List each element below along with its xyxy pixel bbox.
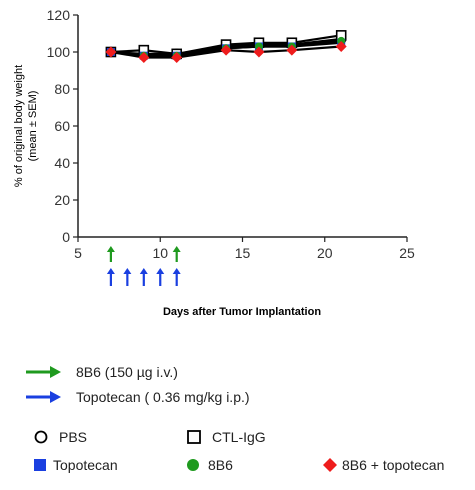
legend-arrow-topotecan: Topotecan ( 0.36 mg/kg i.p.)	[26, 389, 250, 405]
y-tick-label: 20	[54, 192, 70, 208]
legend-8b6: 8B6	[186, 457, 233, 473]
legend-combo-label: 8B6 + topotecan	[342, 457, 445, 473]
filled-square-icon	[34, 459, 46, 471]
data-point-8b6-topotecan	[220, 44, 232, 56]
legend-pbs-label: PBS	[59, 429, 88, 445]
dose-arrowhead-8b6	[106, 246, 115, 252]
x-tick-label: 15	[235, 245, 251, 261]
legend-pbs: PBS	[33, 429, 87, 445]
legend-ctl-igg-label: CTL-IgG	[212, 429, 266, 445]
y-axis-label-line2: (mean ± SEM)	[27, 91, 39, 162]
dose-arrowhead-topotecan	[106, 268, 115, 274]
dose-arrowhead-topotecan	[172, 268, 181, 274]
open-circle-icon	[34, 430, 48, 444]
y-tick-label: 40	[54, 155, 70, 171]
filled-circle-icon	[187, 459, 199, 471]
data-point-8b6-topotecan	[105, 46, 117, 58]
legend-topotecan: Topotecan	[33, 457, 118, 473]
data-point-8b6-topotecan	[138, 52, 150, 64]
y-tick-label: 100	[47, 44, 71, 60]
x-tick-label: 10	[152, 245, 168, 261]
series-markers	[105, 30, 347, 64]
y-tick-label: 0	[62, 229, 70, 245]
legend-arrow-8b6: 8B6 (150 µg i.v.)	[26, 364, 178, 380]
data-point-8b6-topotecan	[335, 40, 347, 52]
dose-arrowhead-topotecan	[123, 268, 132, 274]
y-axis-label-line1: % of original body weight	[13, 65, 25, 187]
blue-arrow-icon	[26, 391, 61, 403]
body-weight-chart: 0 20 40 60 80 100 120 5 10 15 20 25 Days after Tumo…	[13, 7, 415, 318]
legend-topotecan-label: Topotecan	[53, 457, 118, 473]
open-square-icon	[187, 430, 201, 444]
data-point-8b6	[254, 42, 263, 51]
green-arrow-icon	[26, 366, 61, 378]
data-point-8b6-topotecan	[286, 44, 298, 56]
y-tick-label: 60	[54, 118, 70, 134]
ticks: 0 20 40 60 80 100 120 5 10 15 20 25	[47, 7, 415, 261]
x-axis-label: Days after Tumor Implantation	[163, 306, 321, 318]
dose-arrowhead-topotecan	[139, 268, 148, 274]
y-tick-label: 80	[54, 81, 70, 97]
legend-arrow-topotecan-label: Topotecan ( 0.36 mg/kg i.p.)	[76, 389, 250, 405]
y-tick-label: 120	[47, 7, 71, 23]
dose-arrowhead-topotecan	[156, 268, 165, 274]
x-tick-label: 25	[399, 245, 415, 261]
data-point-8b6	[337, 36, 346, 45]
data-point-8b6-topotecan	[253, 46, 265, 58]
filled-diamond-icon	[323, 458, 337, 472]
x-tick-label: 5	[74, 245, 82, 261]
legend-ctl-igg: CTL-IgG	[186, 429, 266, 445]
legend-arrow-8b6-label: 8B6 (150 µg i.v.)	[76, 364, 178, 380]
dosing-arrows	[106, 246, 181, 286]
dose-arrowhead-8b6	[172, 246, 181, 252]
x-tick-label: 20	[317, 245, 333, 261]
data-point-8b6-topotecan	[171, 52, 183, 64]
legend-combo: 8B6 + topotecan	[322, 457, 444, 473]
legend-8b6-label: 8B6	[208, 457, 233, 473]
